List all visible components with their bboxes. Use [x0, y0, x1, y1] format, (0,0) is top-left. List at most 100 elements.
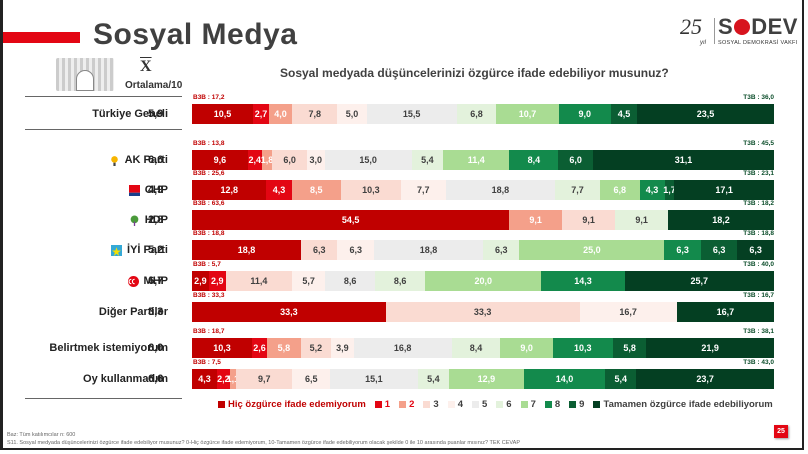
row-mean-value: 6,7 — [148, 275, 164, 287]
bar-segment-9: 6,0 — [558, 150, 594, 170]
legend-label: Hiç özgürce ifade edemiyorum — [228, 399, 366, 410]
row-mean-value: 4,9 — [148, 184, 164, 196]
legend-label: Tamamen özgürce ifade edebiliyorum — [603, 399, 773, 410]
bar-segment-3: 5,2 — [300, 338, 332, 358]
bar-segment-0: 9,6 — [192, 150, 248, 170]
legend-item: 7 — [520, 399, 536, 410]
row-label: AK Parti — [109, 154, 168, 166]
legend-item: 4 — [447, 399, 463, 410]
row-label: İYİ Parti — [111, 244, 168, 256]
hdp-party-logo-icon — [129, 215, 140, 226]
footnote-base: Baz: Tüm katılımcılar n: 600 — [7, 432, 76, 438]
page-title: Sosyal Medya — [93, 18, 298, 51]
bar-segment-9: 4,5 — [610, 104, 638, 124]
bar-segment-0: 12,8 — [192, 180, 267, 200]
bar-segment-9: 6,3 — [700, 240, 738, 260]
iyi-party-logo-icon — [111, 244, 123, 256]
mean-symbol: X — [140, 58, 152, 75]
stacked-bar: 9,6 2,4 1,8 6,0 3,0 15,0 5,4 11,4 8,4 6,0 31,1 — [192, 150, 774, 170]
row-label-text: Türkiye Geneli — [92, 108, 168, 120]
top-3-box-label: T3B : 38,1 — [743, 328, 774, 335]
row-label-text: MHP — [143, 275, 168, 287]
top-3-box-label: T3B : 36,0 — [743, 94, 774, 101]
row-label-text: İYİ Parti — [127, 244, 168, 256]
bar-segment-6: 8,6 — [375, 271, 426, 291]
bar-segment-2: 9,1 — [509, 210, 563, 230]
legend-item: 3 — [423, 399, 439, 410]
bar-segment-8: 6,3 — [664, 240, 701, 260]
bar-segment-6: 9,1 — [615, 210, 669, 230]
bar-segment-7: 25,0 — [519, 240, 665, 260]
legend-swatch — [496, 401, 504, 408]
row-label: Belirtmek istemiyorum — [49, 342, 168, 354]
legend-item: 8 — [544, 399, 561, 410]
bottom-3-box-label: B3B : 63,6 — [193, 200, 225, 207]
legend-swatch — [593, 401, 601, 408]
row-label: CHP — [128, 184, 168, 196]
bar-segment-10: 21,9 — [646, 338, 774, 358]
row-mean-value: 6,0 — [148, 342, 164, 354]
mhp-party-logo-icon — [127, 275, 139, 287]
bar-segment-7: 6,8 — [599, 180, 640, 200]
mean-column-header: Ortalama/10 — [125, 80, 183, 91]
bar-segment-10: 17,1 — [674, 180, 774, 200]
bottom-3-box-label: B3B : 33,3 — [193, 292, 225, 299]
logo-subtitle: SOSYAL DEMOKRASİ VAKFI — [718, 40, 798, 46]
bar-segment-4: 3,9 — [331, 338, 354, 358]
legend-item: Hiç özgürce ifade edemiyorum — [218, 399, 366, 410]
legend-label: 7 — [530, 399, 536, 410]
logo-name-pre: S — [718, 14, 734, 39]
page-number: 25 — [774, 425, 788, 438]
bar-segment-4: 3,0 — [307, 150, 325, 170]
bar-segment-7: 9,0 — [500, 338, 553, 358]
legend-item: Tamamen özgürce ifade edebiliyorum — [593, 399, 773, 410]
footnote-question: S11. Sosyal medyada düşüncelerinizi özgü… — [7, 440, 520, 446]
row-label-text: AK Parti — [124, 154, 168, 166]
bar-segment-4: 16,7 — [579, 302, 677, 322]
bar-segment-0: 10,5 — [192, 104, 254, 124]
bottom-3-box-label: B3B : 18,7 — [193, 328, 225, 335]
row-mean-value: 6,6 — [148, 154, 164, 166]
legend-swatch — [447, 401, 455, 408]
legend-swatch — [520, 401, 528, 408]
divider-mid — [25, 129, 182, 130]
legend-label: 8 — [554, 399, 561, 410]
bar-segment-4: 6,5 — [292, 369, 331, 389]
bar-segment-7: 10,7 — [496, 104, 559, 124]
legend-item: 2 — [399, 399, 414, 410]
bar-segment-8: 14,3 — [541, 271, 625, 291]
bar-segment-5: 15,0 — [324, 150, 412, 170]
bar-segment-2: 5,8 — [267, 338, 301, 358]
bar-segment-6: 5,4 — [417, 369, 449, 389]
rose-icon — [734, 19, 751, 35]
bar-segment-6: 6,8 — [456, 104, 497, 124]
row-label-text: Diğer Partiler — [98, 306, 168, 318]
legend-swatch — [544, 401, 552, 408]
stacked-bar: 4,3 2,2 1,1 9,7 6,5 15,1 5,4 12,9 14,0 5,4 23,7 — [192, 369, 774, 389]
bar-segment-0: 10,3 — [192, 338, 252, 358]
legend-label: 9 — [579, 399, 585, 410]
top-3-box-label: T3B : 16,7 — [743, 292, 774, 299]
bar-segment-0: 54,5 — [192, 210, 510, 230]
bar-segment-9: 1,7 — [663, 180, 676, 200]
bar-segment-4: 6,3 — [337, 240, 374, 260]
stacked-bar: 33,3 33,3 16,7 16,7 — [192, 302, 774, 322]
bar-segment-6: 8,4 — [451, 338, 501, 358]
bar-segment-0: 18,8 — [192, 240, 301, 260]
bar-segment-0: 4,3 — [192, 369, 217, 389]
bar-segment-3: 11,4 — [225, 271, 292, 291]
title-accent-bar — [3, 32, 80, 43]
top-3-box-label: T3B : 45,5 — [743, 140, 774, 147]
bar-segment-10: 25,7 — [624, 271, 774, 291]
bar-segment-1: 4,3 — [266, 180, 292, 200]
bar-segment-5: 15,1 — [330, 369, 418, 389]
bar-segment-5: 8,6 — [325, 271, 376, 291]
bar-segment-10: 16,7 — [676, 302, 774, 322]
legend-label: 2 — [409, 399, 415, 410]
top-3-box-label: T3B : 18,8 — [743, 230, 774, 237]
logo-years: 25 — [680, 14, 702, 39]
bar-segment-2: 1,1 — [227, 369, 239, 389]
row-mean-value: 2,8 — [148, 214, 164, 226]
legend-item: 9 — [569, 399, 584, 410]
